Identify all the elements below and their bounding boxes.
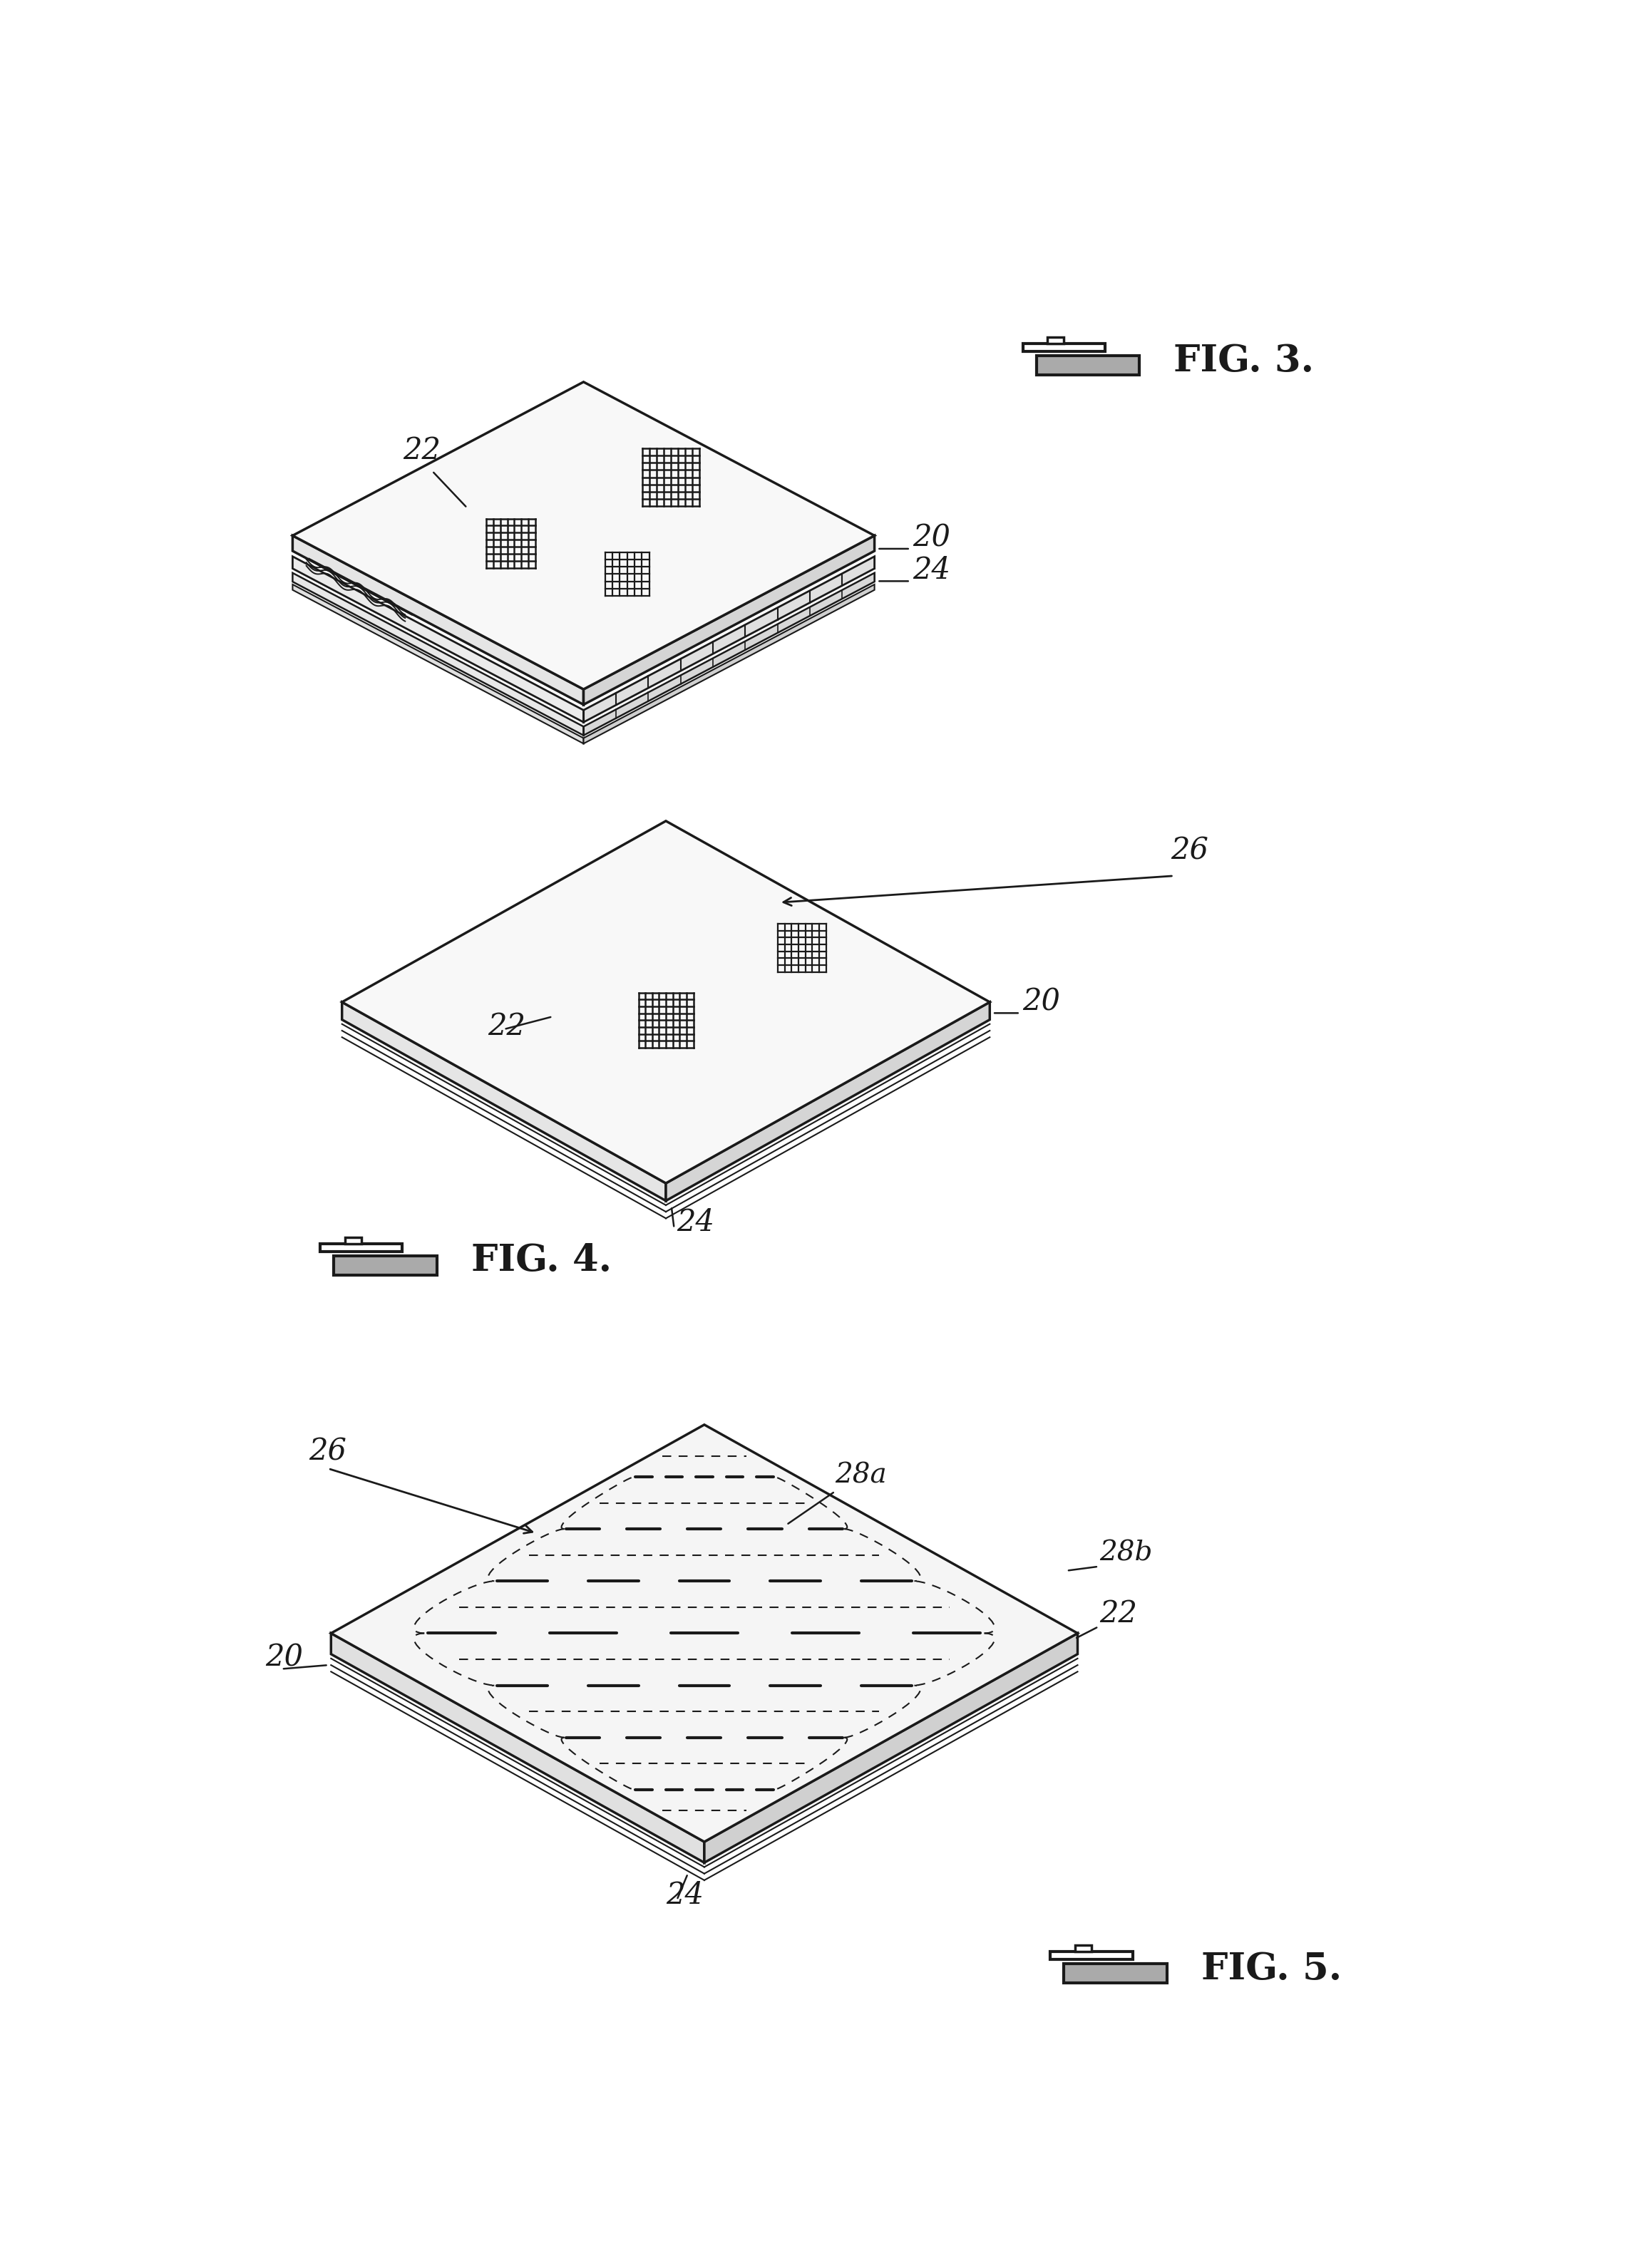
Bar (1050, 1950, 1133, 1960)
Bar (1047, 338, 1064, 342)
Text: 28a: 28a (834, 1463, 887, 1488)
Polygon shape (292, 556, 584, 721)
Text: 22: 22 (488, 1012, 526, 1041)
Text: 20: 20 (265, 1642, 303, 1672)
Text: 22: 22 (402, 435, 440, 465)
Text: 28b: 28b (1100, 1540, 1153, 1565)
Polygon shape (584, 556, 874, 721)
Bar (320, 1243, 402, 1252)
Text: 24: 24 (666, 1880, 704, 1910)
Text: FIG. 5.: FIG. 5. (1200, 1950, 1342, 1987)
Bar (1075, 1946, 1092, 1950)
Bar (345, 1238, 361, 1243)
Text: 24: 24 (676, 1207, 714, 1238)
Polygon shape (331, 1424, 1077, 1842)
Polygon shape (292, 535, 584, 705)
Text: 20: 20 (1022, 987, 1060, 1016)
Text: 22: 22 (1100, 1599, 1138, 1628)
Bar (333, 1256, 437, 1275)
Polygon shape (292, 381, 874, 689)
Polygon shape (331, 1633, 704, 1862)
Polygon shape (584, 585, 874, 744)
Polygon shape (704, 1633, 1077, 1862)
Text: 26: 26 (308, 1438, 346, 1467)
Text: 20: 20 (914, 522, 951, 553)
Text: FIG. 4.: FIG. 4. (472, 1243, 612, 1279)
Polygon shape (292, 574, 584, 735)
Text: 26: 26 (1171, 837, 1209, 866)
Polygon shape (341, 1002, 666, 1200)
Polygon shape (584, 535, 874, 705)
Polygon shape (584, 574, 874, 735)
Bar (1037, 356, 1139, 374)
Text: 24: 24 (914, 556, 951, 585)
Bar (1064, 1964, 1167, 1982)
Polygon shape (292, 585, 584, 744)
Polygon shape (341, 821, 989, 1184)
Polygon shape (666, 1002, 989, 1200)
Bar (1022, 342, 1105, 352)
Text: FIG. 3.: FIG. 3. (1174, 342, 1314, 379)
